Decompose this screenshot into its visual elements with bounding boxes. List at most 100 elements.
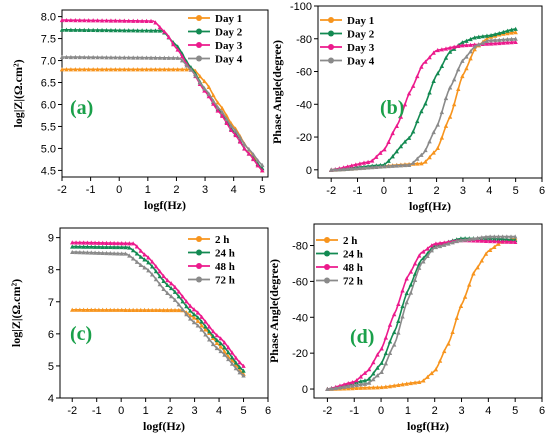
data-point (496, 234, 501, 239)
x-tick-label: 0 (118, 405, 124, 417)
data-point (446, 241, 451, 246)
data-point (184, 312, 189, 317)
data-point (379, 360, 384, 365)
data-point (390, 154, 395, 159)
data-point (350, 379, 355, 385)
data-point (361, 165, 367, 170)
data-point (184, 304, 189, 309)
data-point (475, 235, 480, 240)
data-point (242, 142, 247, 147)
x-tick-label: 2 (167, 405, 173, 417)
data-point (427, 139, 432, 144)
data-point (341, 382, 347, 387)
data-point (383, 361, 389, 366)
data-point (443, 123, 449, 128)
data-point (509, 27, 514, 32)
series-line (72, 241, 245, 367)
data-point (191, 320, 197, 325)
data-point (419, 64, 424, 69)
x-tick-label: 5 (512, 405, 518, 417)
data-point (408, 282, 414, 287)
data-point (497, 37, 502, 42)
data-point (89, 244, 94, 249)
series-72-h (70, 249, 246, 378)
data-point (92, 240, 98, 245)
data-point (90, 27, 96, 33)
x-tick-label: -1 (353, 185, 363, 197)
y-tick-label: 6.5 (41, 78, 56, 90)
data-point (483, 238, 489, 243)
data-point (337, 167, 342, 172)
data-point (396, 301, 401, 306)
data-point (199, 323, 204, 328)
data-point (222, 345, 227, 350)
data-point (89, 307, 94, 312)
legend-marker (328, 57, 334, 64)
data-point (387, 322, 393, 327)
data-point (439, 63, 445, 69)
data-point (429, 248, 434, 253)
data-point (122, 55, 127, 60)
y-tick-label: 8 (48, 265, 54, 277)
data-point (427, 155, 432, 160)
data-point (222, 340, 227, 345)
data-point (191, 307, 197, 312)
data-point (415, 161, 420, 166)
data-point (111, 240, 117, 246)
data-point (161, 273, 166, 279)
series-line (327, 235, 516, 390)
x-tick-label: 1 (145, 184, 151, 196)
data-point (206, 91, 212, 96)
data-point (417, 379, 422, 385)
data-point (92, 307, 98, 312)
data-point (447, 49, 453, 54)
data-point (149, 259, 155, 264)
data-point (165, 278, 170, 283)
data-point (242, 146, 247, 151)
data-point (171, 42, 176, 47)
data-point (443, 55, 449, 60)
data-point (224, 116, 229, 122)
y-tick-label: -40 (296, 99, 312, 111)
data-point (195, 315, 201, 320)
data-point (166, 67, 172, 72)
data-point (146, 268, 151, 273)
data-point (505, 37, 510, 42)
series-line (327, 237, 516, 390)
y-tick-label: -20 (296, 132, 312, 144)
data-point (92, 250, 98, 255)
data-point (144, 18, 149, 23)
data-point (68, 67, 74, 72)
data-point (157, 282, 162, 287)
data-point (439, 47, 445, 52)
data-point (117, 28, 123, 33)
legend-marker (328, 44, 334, 50)
series-line (72, 251, 244, 377)
data-point (415, 73, 420, 79)
data-point (142, 265, 147, 270)
data-point (157, 307, 162, 313)
data-point (391, 342, 397, 347)
data-point (383, 350, 389, 356)
data-point (113, 28, 118, 33)
series-line (331, 41, 516, 171)
data-point (115, 251, 121, 256)
data-point (488, 38, 494, 43)
x-tick-label: 4 (231, 184, 237, 196)
data-point (431, 150, 436, 155)
data-point (383, 335, 389, 340)
data-point (144, 67, 149, 72)
data-point (504, 239, 510, 244)
x-tick-label: -2 (67, 405, 77, 417)
series-line (72, 245, 245, 372)
data-point (358, 382, 363, 387)
data-point (371, 385, 376, 390)
data-point (408, 269, 414, 274)
x-axis-title: logf(Hz) (407, 419, 449, 433)
data-point (483, 234, 489, 239)
data-point (188, 303, 193, 308)
data-point (73, 249, 79, 255)
data-point (134, 307, 140, 312)
data-point (443, 46, 449, 51)
x-tick-label: 4 (486, 185, 492, 197)
